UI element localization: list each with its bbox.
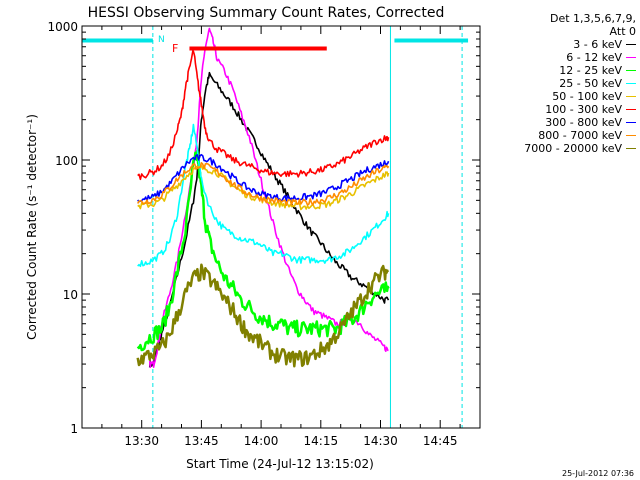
legend-attenuator: Att 0 (609, 25, 636, 38)
x-tick-label-0: 13:30 (124, 434, 159, 448)
legend-label-8: 7000 - 20000 keV (524, 142, 622, 155)
night-label: N (158, 35, 165, 45)
x-tick-label-4: 14:30 (363, 434, 398, 448)
legend-entry-4: 50 - 100 keV (470, 90, 636, 103)
legend-label-3: 25 - 50 keV (559, 77, 622, 90)
legend-entry-0: 3 - 6 keV (470, 38, 636, 51)
x-tick-label-5: 14:45 (423, 434, 458, 448)
series-line-6 (137, 153, 390, 203)
legend-detectors: Det 1,3,5,6,7,9, (549, 12, 636, 25)
legend-label-6: 300 - 800 keV (545, 116, 622, 129)
legend-swatch-1 (626, 56, 636, 59)
y-tick-label-2: 100 (55, 154, 78, 168)
legend: Det 1,3,5,6,7,9, Att 0 3 - 6 keV 6 - 12 k… (470, 12, 636, 155)
legend-swatch-5 (626, 108, 636, 111)
night-flare-bars-layer (82, 38, 469, 51)
legend-entry-2: 12 - 25 keV (470, 64, 636, 77)
legend-swatch-6 (626, 121, 636, 124)
legend-label-0: 3 - 6 keV (573, 38, 622, 51)
legend-swatch-7 (626, 134, 636, 137)
legend-entries: 3 - 6 keV 6 - 12 keV 12 - 25 keV 25 - 50 ke… (470, 38, 636, 155)
legend-swatch-0 (626, 43, 636, 46)
legend-entry-7: 800 - 7000 keV (470, 129, 636, 142)
legend-entry-1: 6 - 12 keV (470, 51, 636, 64)
series-line-5 (137, 50, 390, 181)
legend-label-2: 12 - 25 keV (559, 64, 622, 77)
series-line-4 (137, 165, 390, 211)
x-tick-label-2: 14:00 (244, 434, 279, 448)
annotation-lines-layer (152, 26, 463, 428)
legend-swatch-8 (626, 147, 636, 150)
x-axis-label: Start Time (24-Jul-12 13:15:02) (186, 457, 374, 471)
series-line-8 (136, 263, 390, 368)
y-tick-label-1: 10 (63, 288, 78, 302)
legend-swatch-3 (626, 82, 636, 85)
x-tick-label-1: 13:45 (184, 434, 219, 448)
legend-entry-8: 7000 - 20000 keV (470, 142, 636, 155)
series-line-3 (137, 123, 390, 268)
legend-entry-6: 300 - 800 keV (470, 116, 636, 129)
series-line-7 (137, 162, 390, 206)
legend-label-7: 800 - 7000 keV (538, 129, 622, 142)
flare-label: F (172, 42, 178, 55)
x-tick-label-3: 14:15 (304, 434, 339, 448)
legend-entry-5: 100 - 300 keV (470, 103, 636, 116)
legend-entry-3: 25 - 50 keV (470, 77, 636, 90)
legend-label-1: 6 - 12 keV (566, 51, 622, 64)
generation-timestamp: 25-Jul-2012 07:36 (561, 469, 634, 478)
y-axis-label: Corrected Count Rate (s⁻¹ detector⁻¹) (25, 114, 39, 340)
series-layer (136, 27, 390, 368)
series-line-0 (148, 71, 390, 368)
y-tick-label-3: 1000 (47, 20, 78, 34)
legend-label-4: 50 - 100 keV (552, 90, 622, 103)
plot-frame (81, 25, 481, 429)
legend-swatch-2 (626, 69, 636, 72)
axes-layer: 1 10 100 1000 13:30 13:45 14:00 14:15 14:30 14:45 (47, 20, 481, 448)
legend-label-5: 100 - 300 keV (545, 103, 622, 116)
y-tick-label-0: 1 (70, 422, 78, 436)
chart-title: HESSI Observing Summary Count Rates, Cor… (88, 5, 445, 21)
legend-swatch-4 (626, 95, 636, 98)
